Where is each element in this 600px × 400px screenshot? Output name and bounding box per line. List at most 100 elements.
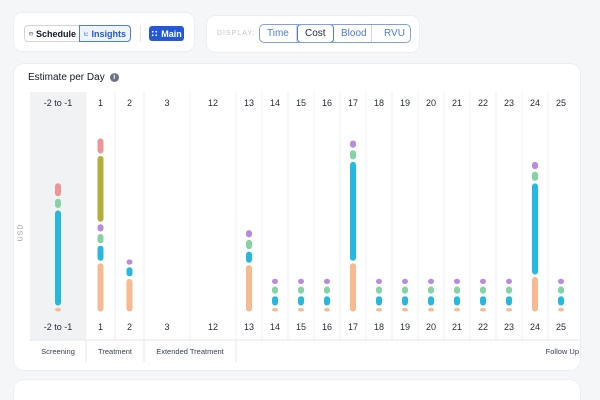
bar-segment	[298, 296, 304, 306]
bar-segment	[480, 308, 486, 312]
bar-segment	[402, 308, 408, 312]
display-option-time[interactable]: Time	[260, 25, 297, 42]
bottom-tick-label: 1	[98, 322, 103, 332]
schedule-tab[interactable]: Schedule	[24, 25, 80, 42]
top-tick-label: 19	[400, 98, 410, 108]
bottom-tick-label: 18	[374, 322, 384, 332]
bar-segment	[454, 296, 460, 306]
display-option-rvu[interactable]: RVU	[384, 28, 405, 39]
insights-tab-label: Insights	[91, 28, 126, 39]
bottom-tick-label: 12	[208, 322, 218, 332]
display-option-cost[interactable]: Cost	[297, 25, 334, 42]
bar-segment	[272, 308, 278, 312]
bar-segment	[246, 265, 252, 312]
bar-segment	[454, 286, 460, 294]
bar-segment	[376, 286, 382, 294]
bar-segment	[350, 140, 356, 148]
bar-segment	[272, 286, 278, 294]
top-tick-label: 20	[426, 98, 436, 108]
y-axis-label: USD	[17, 223, 25, 242]
bar-segment	[402, 286, 408, 294]
bar-segment	[480, 296, 486, 306]
schedule-tab-label: Schedule	[35, 28, 76, 39]
bar-segment	[97, 263, 104, 312]
bar-segment	[558, 308, 564, 312]
bar-segment	[480, 286, 486, 294]
bar-segment	[506, 278, 512, 285]
top-tick-label: 13	[244, 98, 254, 108]
bar-segment	[55, 198, 61, 208]
bar-segment	[97, 224, 104, 232]
top-tick-label: -2 to -1	[44, 98, 73, 108]
phase-label: Follow Up	[546, 347, 579, 356]
bottom-tick-label: 24	[530, 322, 540, 332]
phase-label: Screening	[41, 347, 75, 356]
bar-segment	[324, 278, 330, 285]
bar-segment	[246, 251, 252, 263]
bar-segment	[126, 259, 133, 265]
card-title-text: Estimate per Day	[28, 72, 105, 83]
bar-segment	[97, 234, 104, 244]
bar-segment	[350, 161, 356, 261]
estimate-card: Estimate per Day i USD -2 to -1 -2 to -1 1…	[14, 64, 580, 370]
bar-segment	[97, 156, 104, 222]
bar-segment	[506, 296, 512, 306]
top-tick-label: 12	[208, 98, 218, 108]
bottom-tick-label: 13	[244, 322, 254, 332]
display-option-blood[interactable]: Blood	[334, 25, 372, 42]
bar-segment	[376, 296, 382, 306]
estimate-chart: -2 to -1-2 to -1112233121213131414151516…	[30, 92, 580, 362]
main-button[interactable]: Main	[149, 26, 184, 41]
bar-segment	[246, 230, 252, 238]
bar-segment	[350, 263, 356, 312]
bar-segment	[324, 286, 330, 294]
bottom-tick-label: 14	[270, 322, 280, 332]
top-tick-label: 21	[452, 98, 462, 108]
info-icon[interactable]: i	[109, 73, 119, 82]
bar-segment	[376, 278, 382, 285]
top-tick-label: 16	[322, 98, 332, 108]
bottom-tick-label: 3	[164, 322, 169, 332]
bar-segment	[532, 171, 538, 181]
bar-segment	[324, 296, 330, 306]
bar-segment	[376, 308, 382, 312]
bar-segment	[402, 278, 408, 285]
bar-segment	[428, 286, 434, 294]
bar-segment	[298, 278, 304, 285]
bar-segment	[97, 245, 104, 261]
top-tick-label: 3	[164, 98, 169, 108]
top-tick-label: 23	[504, 98, 514, 108]
bottom-tick-label: 22	[478, 322, 488, 332]
top-tick-label: 25	[556, 98, 566, 108]
bar-segment	[126, 267, 133, 277]
line-chart-icon	[84, 31, 89, 36]
bar-segment	[298, 308, 304, 312]
bar-segment	[454, 278, 460, 285]
secondary-card	[14, 380, 580, 400]
top-tick-label: 14	[270, 98, 280, 108]
insights-tab[interactable]: Insights	[79, 25, 131, 42]
bar-segment	[55, 210, 61, 306]
calendar-icon	[29, 32, 33, 36]
bar-segment	[272, 296, 278, 306]
display-panel: DISPLAY: Time Cost Blood RVU	[207, 16, 419, 52]
bar-segment	[55, 308, 61, 312]
bar-segment	[324, 308, 330, 312]
bar-segment	[428, 296, 434, 306]
bar-segment	[506, 308, 512, 312]
bar-segment	[428, 278, 434, 285]
bar-segment	[272, 278, 278, 285]
bar-segment	[126, 278, 133, 312]
main-button-label: Main	[161, 28, 182, 39]
bar-segment	[402, 296, 408, 306]
bar-segment	[428, 308, 434, 312]
toolbar-divider	[140, 25, 141, 42]
bottom-tick-label: 2	[127, 322, 132, 332]
bar-segment	[480, 278, 486, 285]
bar-segment	[532, 161, 538, 170]
bar-segment	[55, 183, 61, 197]
bottom-tick-label: 25	[556, 322, 566, 332]
bar-segment	[558, 286, 564, 294]
bar-segment	[558, 278, 564, 285]
top-tick-label: 17	[348, 98, 358, 108]
